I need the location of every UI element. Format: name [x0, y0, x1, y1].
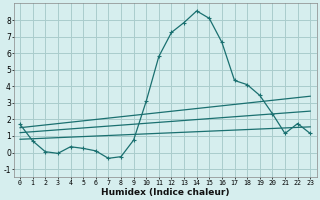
X-axis label: Humidex (Indice chaleur): Humidex (Indice chaleur)	[101, 188, 229, 197]
